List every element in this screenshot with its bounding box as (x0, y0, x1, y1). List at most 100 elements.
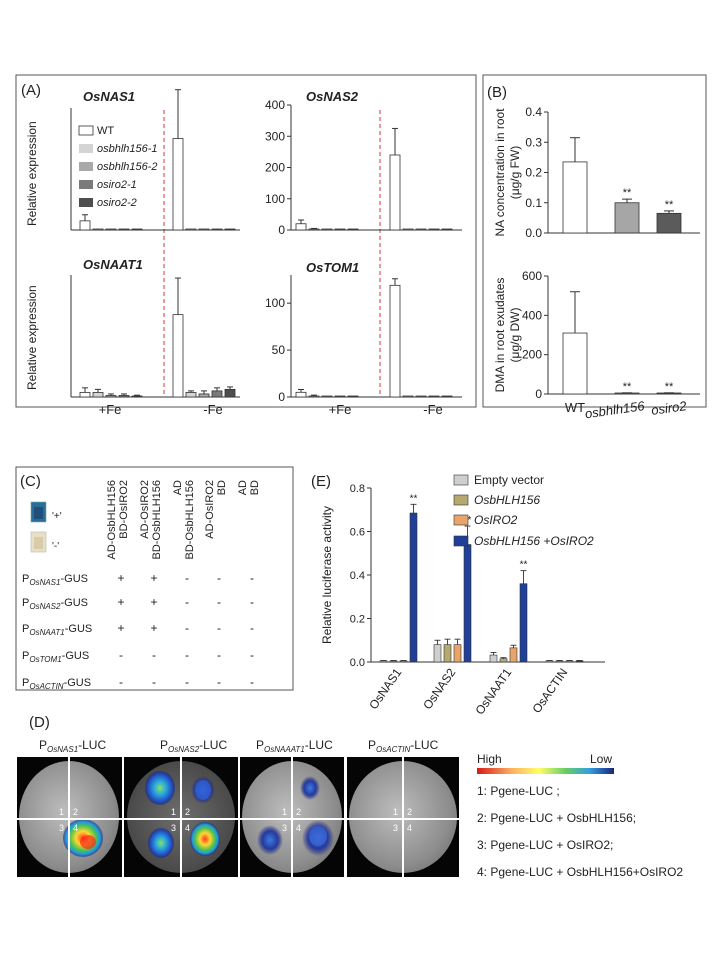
row-label-subscript: OsNAAT1 (29, 628, 64, 637)
cell-osnas1-4: - (250, 571, 254, 585)
luc-title-subscript: OsACTIN (376, 745, 410, 754)
legend-swatch-osiro2 (453, 514, 469, 526)
bar-empty-vector-osactin (545, 660, 554, 663)
y-tick-label: 0.2 (350, 614, 365, 626)
panel-b-frame (482, 74, 707, 408)
legend-label-iro2: osiro2-2 (97, 197, 137, 209)
x-tick-label-osiro2: osiro2 (650, 398, 688, 418)
y-axis-label-line-1: DMA in root exudates (493, 278, 507, 393)
significance-marker: ** (520, 560, 528, 571)
bar-osbhlh156-2-fe (321, 395, 333, 398)
legend-label-bhlh1: osbhlh156-1 (97, 143, 158, 155)
y-axis-label: NA concentration in root(μg/g FW) (493, 108, 522, 237)
luc-image-osnaat1 (240, 757, 344, 877)
chart-osnaat1: OsNAAT1 (70, 257, 240, 398)
bar-wt-fe (172, 138, 184, 231)
bar-wt-fe (389, 154, 401, 231)
panel-a-ylabel-bottom: Relative expression (25, 285, 39, 390)
quadrant-number-1-2: 2 (185, 807, 190, 817)
bar-osiro2 (656, 212, 682, 234)
legend-swatch-bhlh1 (79, 144, 93, 153)
luc-title-osnaaat1: POsNAAAT1-LUC (256, 738, 333, 754)
row-label-prefix: P (22, 623, 29, 635)
bar-osbhlh156-1-fe (308, 395, 320, 398)
bar-empty-vector-osnaat1 (489, 654, 498, 663)
row-label-suffix: -GUS (65, 623, 93, 635)
bar-osiro2-2-fe (224, 388, 236, 398)
row-label-prefix: P (22, 597, 29, 609)
row-label-prefix: P (22, 573, 29, 585)
bar-osbhlh156-osnas2 (443, 644, 452, 663)
panel-a-x-minusfe-right: -Fe (423, 402, 443, 417)
y-tick-label: 600 (522, 269, 542, 283)
luc-title-suffix: -LUC (199, 738, 227, 752)
col-header-0-0: AD-OsbHLH156 (106, 480, 118, 559)
bar-wt-fe (295, 223, 307, 231)
chart-osnas2: OsNAS2 0 100 200 300 400 (265, 89, 462, 237)
y-tick-label: 0.8 (350, 483, 365, 495)
luc-image-osactin (347, 757, 459, 877)
luc-title-prefix: P (160, 738, 168, 752)
bar-osiro2-1-fe (428, 228, 440, 231)
cell-ostom1-3: - (217, 648, 221, 662)
row-label-suffix: -GUS (60, 573, 88, 585)
chart-title-osnas1: OsNAS1 (83, 89, 135, 104)
col-header-0-1: BD-OsIRO2 (118, 480, 130, 539)
significance-marker: ** (623, 381, 632, 393)
cell-ostom1-4: - (250, 648, 254, 662)
legend-label-iro1: osiro2-1 (97, 179, 137, 191)
panel-d-legend-3: 3: Pgene-LUC + OsIRO2; (477, 838, 613, 852)
panel-e-label: (E) (311, 473, 331, 490)
x-tick-label-osnas2: OsNAS2 (420, 665, 458, 712)
panel-c-content: '+' '-' AD-OsbHLH156 BD-OsIRO2 AD-OsIRO2 BD… (22, 480, 261, 691)
luc-title-suffix: -LUC (305, 738, 333, 752)
row-label-suffix: -GUS (60, 597, 88, 609)
cell-osnas1-1: + (150, 571, 157, 585)
y-axis-label-line-1: NA concentration in root (493, 108, 507, 237)
bar-osbhlh156-osiro2-osnaat1 (519, 583, 528, 663)
panel-a-x-plusfe-left: +Fe (99, 402, 122, 417)
panel-c-label: (C) (20, 473, 41, 490)
quadrant-number-3-1: 1 (393, 807, 398, 817)
cell-ostom1-1: - (152, 648, 156, 662)
panel-b-label: (B) (487, 84, 507, 101)
legend-label-bhlh2: osbhlh156-2 (97, 161, 158, 173)
panel-a-frame (15, 74, 477, 408)
bar-osbhlh156-osnaat1 (499, 658, 508, 663)
bar-osiro2-2-fe (131, 228, 143, 231)
col-header-1-0: AD-OsIRO2 (139, 480, 151, 539)
bar-osbhlh156-osnas1 (389, 660, 398, 663)
cell-osnas2-3: - (217, 595, 221, 609)
luc-title-subscript: OsNAS2 (168, 745, 200, 754)
chart-na-concentration: 0.00.10.20.30.4NA concentration in root(… (493, 105, 700, 240)
bar-wt-fe (389, 284, 401, 398)
luc-title-suffix: -LUC (78, 738, 106, 752)
y-tick-label: 200 (522, 348, 542, 362)
luc-title-subscript: OsNAS1 (47, 745, 78, 754)
quadrant-number-2-2: 2 (296, 807, 301, 817)
col-header-2-1: BD-OsbHLH156 (184, 480, 196, 559)
quadrant-number-1-3: 3 (171, 823, 176, 833)
y-tick-label: 0 (278, 223, 285, 237)
luc-title-prefix: P (368, 738, 376, 752)
y-tick-label: 0 (535, 387, 542, 401)
y-tick-label: 0.3 (525, 135, 542, 149)
bar-wt-fe (172, 314, 184, 398)
panel-c-frame (15, 466, 294, 691)
bar-osbhlh156-2-fe (105, 395, 117, 398)
y-tick-label: 0.2 (525, 166, 542, 180)
bar-osbhlh156-1-fe (402, 228, 414, 231)
gus-white-inner (34, 537, 43, 549)
y-axis-label: Relative luciferase activity (320, 506, 334, 644)
row-label-subscript: OsACTIN (29, 682, 63, 691)
cell-osnaat1-2: - (185, 621, 189, 635)
quadrant-number-2-4: 4 (296, 823, 301, 833)
legend-label-wt: WT (97, 125, 114, 137)
cell-osactin-2: - (185, 675, 189, 689)
row-label-subscript: OsNAS2 (29, 602, 61, 611)
bar-osbhlh156-2-fe (105, 228, 117, 231)
y-axis-label-line-2: (μg/g FW) (508, 146, 522, 200)
legend-label-empty-vector: Empty vector (474, 473, 544, 487)
